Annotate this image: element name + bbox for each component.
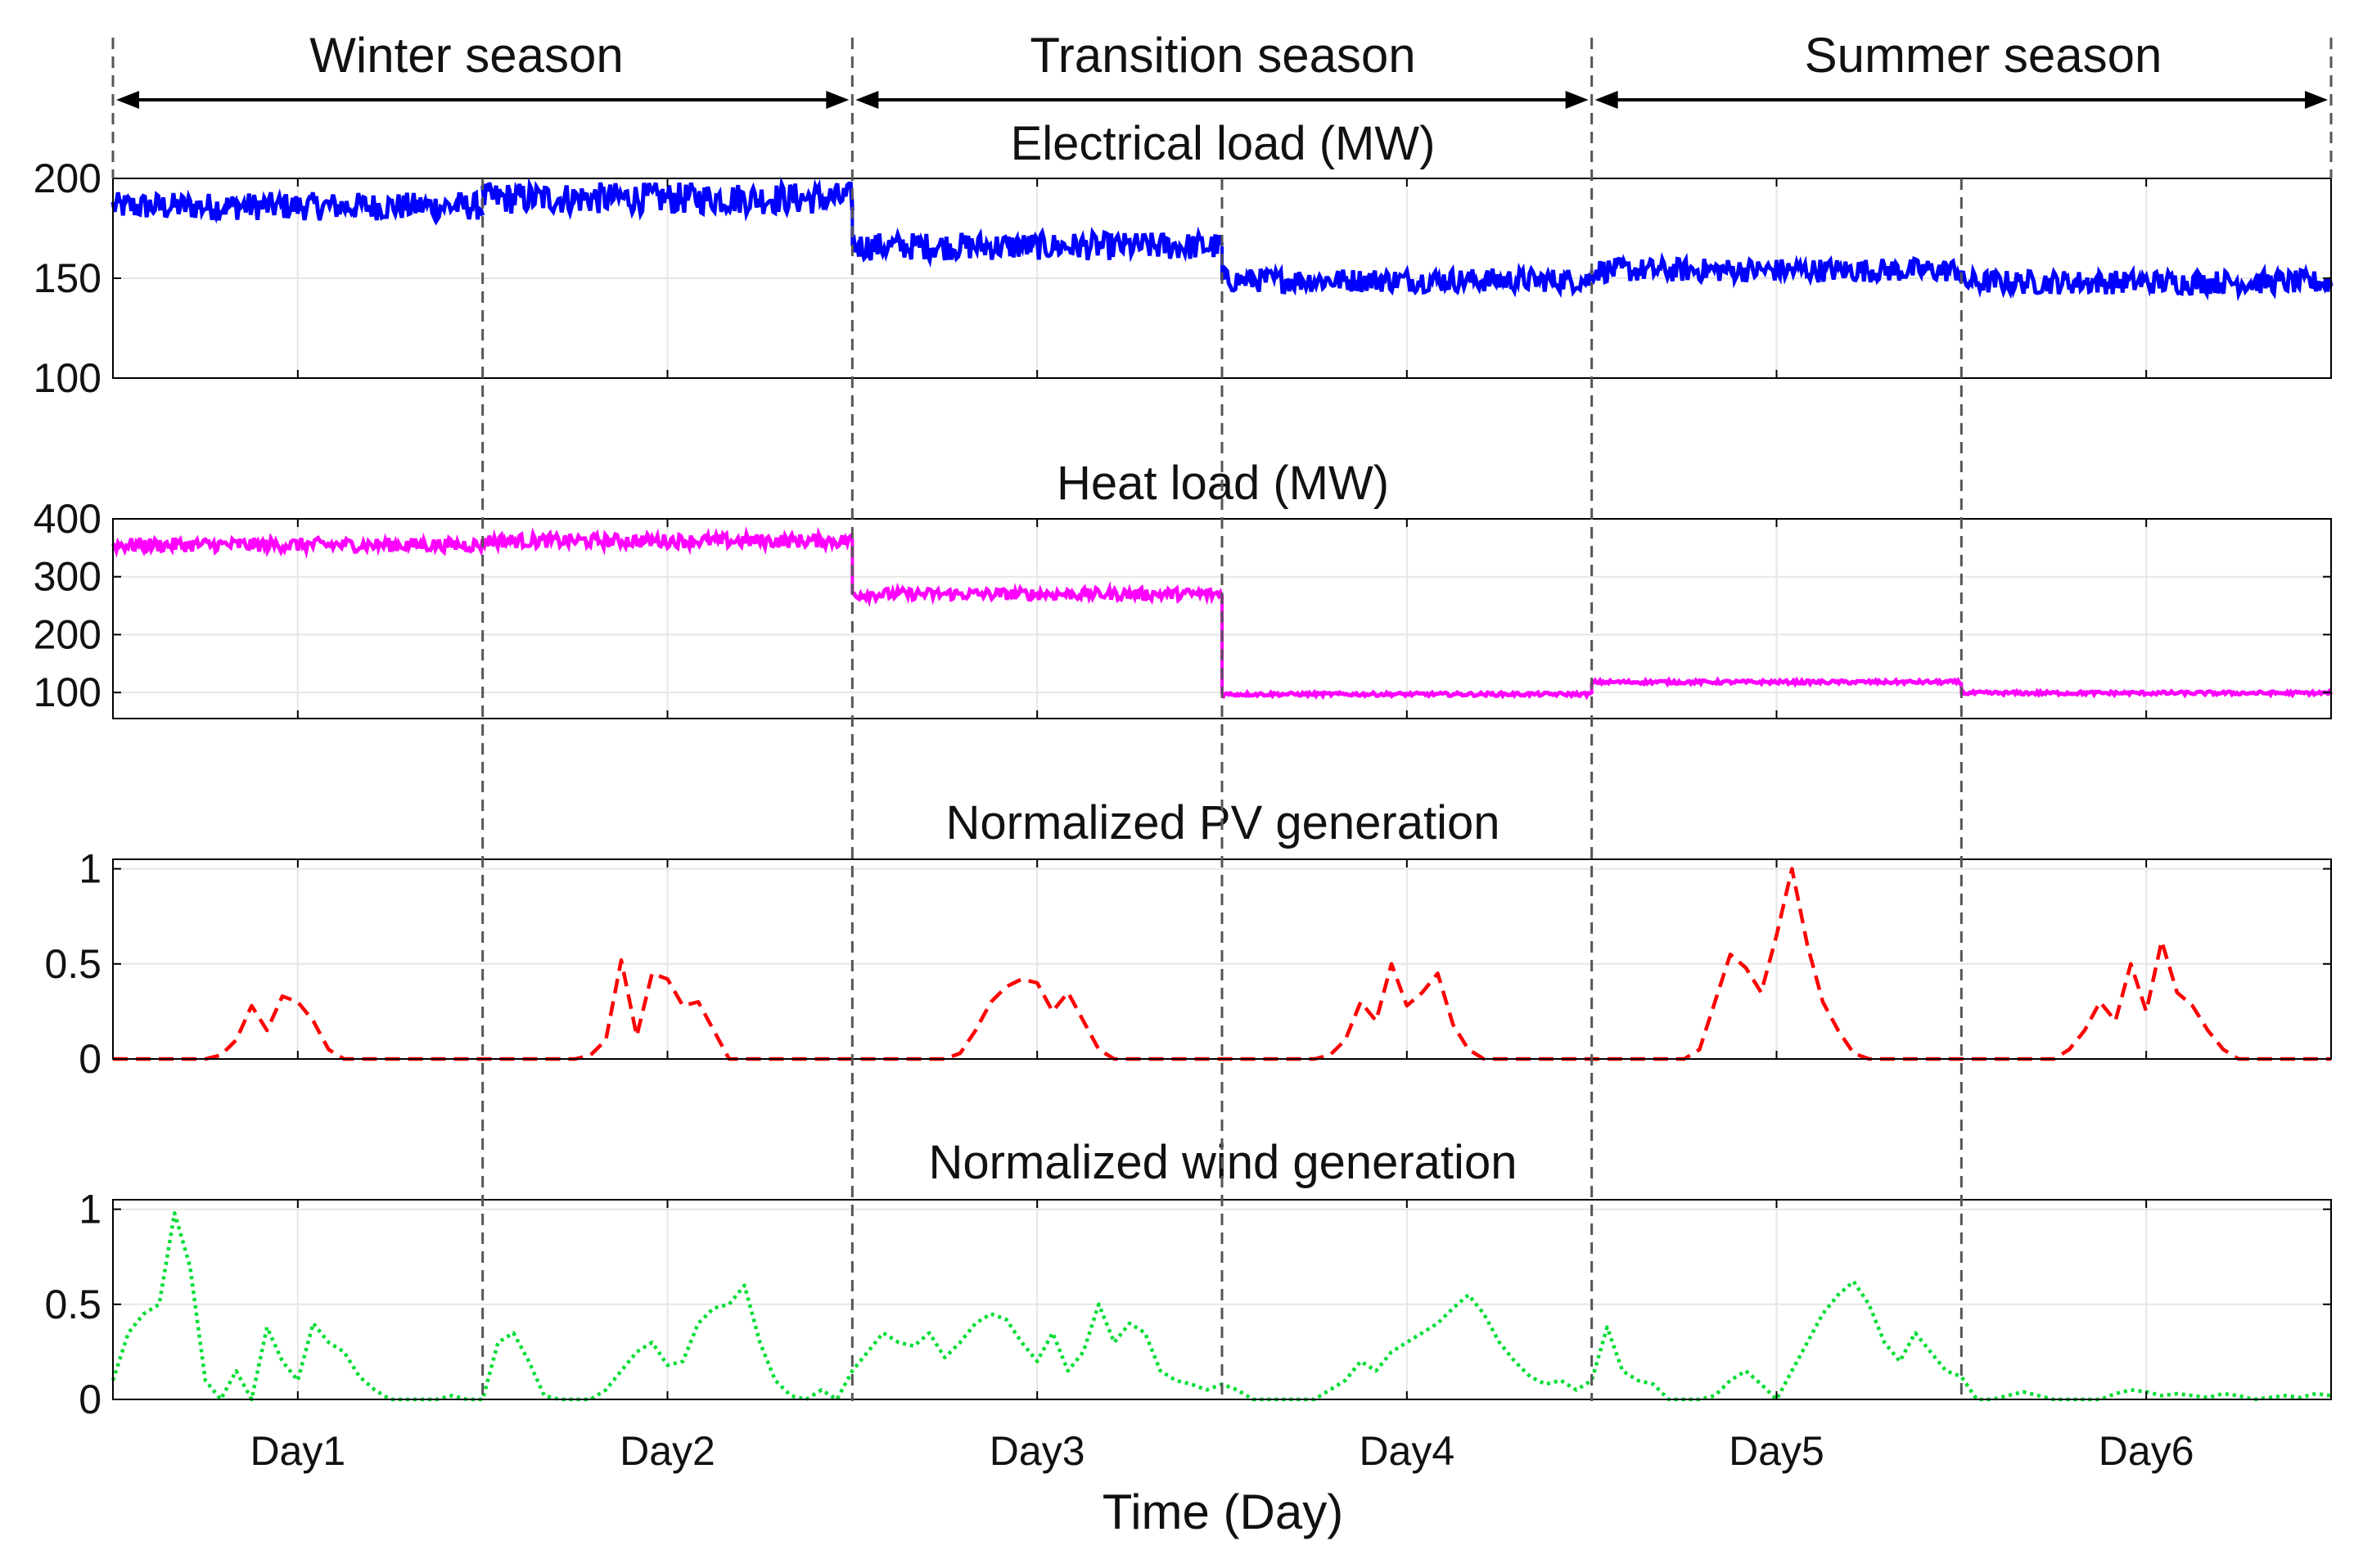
series-line-day-6 bbox=[1959, 687, 2334, 699]
y-tick-label: 200 bbox=[34, 611, 101, 657]
y-tick-label: 150 bbox=[34, 255, 101, 301]
series-line-day-5 bbox=[1590, 251, 1964, 289]
season-arrow-head-right bbox=[2305, 91, 2328, 109]
y-tick-label: 100 bbox=[34, 355, 101, 401]
series-line-day-1 bbox=[110, 532, 485, 560]
y-tick-label: 0.5 bbox=[44, 1282, 101, 1327]
season-arrow-head-left bbox=[855, 91, 879, 109]
series-line-day-6 bbox=[1959, 263, 2334, 302]
season-annotation: Winter season Transition season Summer s… bbox=[309, 28, 2162, 83]
panel-wind-generation: Normalized wind generation 00.51 bbox=[44, 1136, 2332, 1422]
y-tick-label: 1 bbox=[79, 1187, 101, 1232]
y-tick-label: 100 bbox=[34, 669, 101, 715]
y-tick-label: 1 bbox=[79, 846, 101, 892]
season-label-winter: Winter season bbox=[309, 28, 624, 83]
x-tick-label: Day6 bbox=[2099, 1428, 2194, 1474]
season-label-summer: Summer season bbox=[1805, 28, 2162, 83]
season-arrow-head-right bbox=[1565, 91, 1589, 109]
season-arrow-head-right bbox=[826, 91, 850, 109]
panel-electrical-load: Electrical load (MW) 100 150 200 bbox=[34, 117, 2334, 401]
x-tick-label: Day2 bbox=[620, 1428, 715, 1474]
y-tick-label: 400 bbox=[34, 496, 101, 542]
series-line-day-2 bbox=[480, 526, 855, 556]
series-line-day-1 bbox=[110, 187, 485, 227]
x-tick-label: Day4 bbox=[1359, 1428, 1454, 1474]
y-tick-label: 0 bbox=[79, 1036, 101, 1082]
x-tick-label: Day3 bbox=[990, 1428, 1085, 1474]
season-arrow-head-left bbox=[116, 91, 139, 109]
season-arrow-head-left bbox=[1594, 91, 1618, 109]
season-label-transition: Transition season bbox=[1030, 28, 1415, 83]
x-axis-label: Time (Day) bbox=[1103, 1485, 1343, 1539]
chart-title-electrical-load: Electrical load (MW) bbox=[1011, 117, 1436, 170]
y-tick-label: 200 bbox=[34, 155, 101, 201]
series-line-day-3 bbox=[852, 581, 1224, 608]
series-line-day-4 bbox=[1220, 262, 1594, 299]
series-line-day-5 bbox=[1590, 676, 1963, 688]
x-tick-labels: Day1 Day2 Day3 Day4 Day5 Day6 bbox=[250, 1428, 2194, 1474]
y-tick-label: 0 bbox=[79, 1377, 101, 1422]
series-line-day-3 bbox=[850, 226, 1224, 268]
series-line-day-4 bbox=[1220, 688, 1593, 701]
y-tick-label: 0.5 bbox=[44, 941, 101, 987]
panel-pv-generation: Normalized PV generation 00.51 bbox=[44, 796, 2332, 1082]
y-tick-label: 300 bbox=[34, 554, 101, 600]
series-line-day-2 bbox=[480, 176, 855, 222]
x-tick-label: Day1 bbox=[250, 1428, 345, 1474]
x-tick-label: Day5 bbox=[1729, 1428, 1824, 1474]
